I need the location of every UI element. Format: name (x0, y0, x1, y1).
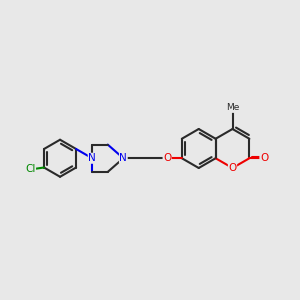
Text: Me: Me (226, 103, 239, 112)
Text: N: N (119, 153, 127, 163)
Text: O: O (163, 153, 171, 163)
Text: Cl: Cl (25, 164, 35, 175)
Text: O: O (228, 163, 237, 173)
Text: N: N (88, 153, 96, 163)
Text: O: O (260, 153, 268, 163)
